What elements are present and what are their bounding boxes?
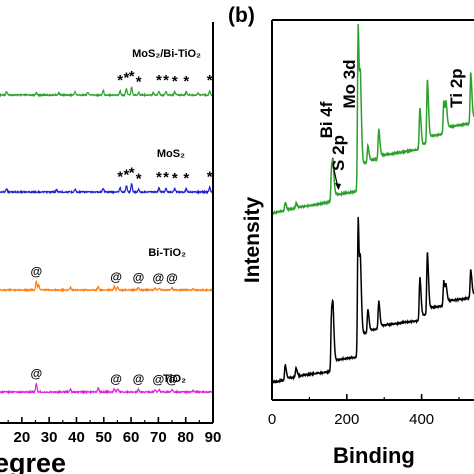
xrd-series-labels: MoS₂/Bi-TiO₂ MoS₂ Bi-TiO₂ TiO₂ bbox=[132, 48, 201, 385]
xrd-x-tick-label-80: 80 bbox=[177, 429, 194, 446]
xrd-marker-bi-tio-0: @ bbox=[30, 265, 42, 279]
xps-line-top bbox=[271, 23, 474, 216]
xrd-marker-mos-bi-tio-6: * bbox=[172, 73, 178, 90]
xrd-marker-mos-3: * bbox=[136, 170, 142, 187]
xps-x-tick-label-200: 200 bbox=[334, 411, 359, 428]
xrd-axes bbox=[0, 22, 214, 424]
xrd-series-label-tio: TiO₂ bbox=[163, 373, 186, 385]
xrd-marker-mos-1: * bbox=[124, 167, 130, 184]
xps-annotation-mo-3d: Mo 3d bbox=[340, 59, 359, 108]
xrd-marker-bi-tio-3: @ bbox=[153, 271, 165, 285]
xrd-marker-mos-2: * bbox=[129, 165, 135, 182]
xrd-marker-tio-3: @ bbox=[153, 373, 165, 387]
xrd-x-tick-label-70: 70 bbox=[150, 429, 167, 446]
xps-line-bottom bbox=[271, 216, 474, 386]
xrd-x-tick-label-40: 40 bbox=[68, 429, 85, 446]
xrd-line-bi-tio bbox=[0, 279, 214, 293]
xrd-marker-mos-4: * bbox=[156, 169, 162, 186]
xrd-series-label-mos-bi-tio: MoS₂/Bi-TiO₂ bbox=[132, 48, 201, 60]
xps-y-axis-label: Intensity bbox=[241, 197, 264, 284]
xrd-marker-tio-1: @ bbox=[110, 372, 122, 386]
xrd-marker-mos-bi-tio-2: * bbox=[129, 68, 135, 85]
xrd-line-mos-bi-tio bbox=[0, 85, 213, 98]
xrd-x-tick-label-30: 30 bbox=[41, 429, 58, 446]
xps-axes bbox=[271, 19, 474, 401]
xrd-marker-mos-0: * bbox=[117, 168, 123, 185]
xrd-marker-tio-4: @ bbox=[166, 373, 178, 387]
xrd-marker-bi-tio-1: @ bbox=[110, 270, 122, 284]
xrd-marker-bi-tio-2: @ bbox=[133, 270, 145, 284]
panel-b-tag: (b) bbox=[228, 4, 255, 27]
xrd-marker-tio-2: @ bbox=[133, 372, 145, 386]
xps-x-tick-label-400: 400 bbox=[409, 411, 434, 428]
xrd-marker-mos-bi-tio-0: * bbox=[117, 72, 123, 89]
xrd-x-tick-label-20: 20 bbox=[14, 429, 31, 446]
xrd-x-axis-label: egree bbox=[0, 448, 66, 474]
xrd-marker-mos-6: * bbox=[172, 170, 178, 187]
xrd-marker-mos-7: * bbox=[183, 170, 189, 187]
xrd-x-tick-label-60: 60 bbox=[123, 429, 140, 446]
xrd-marker-mos-8: * bbox=[207, 168, 213, 185]
xrd-marker-mos-bi-tio-5: * bbox=[163, 72, 169, 89]
xrd-series-label-mos: MoS₂ bbox=[157, 148, 185, 160]
xrd-line-mos bbox=[0, 183, 214, 195]
xrd-series-label-bi-tio: Bi-TiO₂ bbox=[148, 247, 186, 259]
xps-annotation-bi-4f: Bi 4f bbox=[317, 101, 336, 138]
xrd-marker-mos-bi-tio-7: * bbox=[183, 73, 189, 90]
xps-annotation-ti-2p: Ti 2p bbox=[447, 68, 466, 107]
xps-x-axis-label: Binding bbox=[333, 443, 415, 468]
panel-b-xps: (b) Intensity Bi 4fS 2p Mo 3d Ti 2p 0 200 40… bbox=[228, 4, 474, 468]
xps-peak-annotations: Bi 4fS 2p Mo 3d Ti 2p bbox=[317, 59, 466, 190]
xps-x-tick-labels: 0 200 400 bbox=[268, 411, 434, 428]
xrd-traces bbox=[0, 85, 214, 395]
xps-x-tick-label-0: 0 bbox=[268, 411, 276, 428]
xrd-x-tick-label-50: 50 bbox=[95, 429, 112, 446]
xrd-peak-markers: * * * * * * * * ** * * * * * * * *@ @ @ @ @@ @ @ @ @ bbox=[30, 68, 212, 387]
xrd-marker-bi-tio-4: @ bbox=[166, 271, 178, 285]
xrd-marker-mos-bi-tio-8: * bbox=[207, 72, 213, 89]
xps-annotation-arrow-head bbox=[335, 183, 341, 190]
xrd-x-tick-labels: 20 30 40 50 60 70 80 90 bbox=[14, 429, 222, 446]
xrd-line-tio bbox=[0, 383, 214, 395]
panel-a-xrd: * * * * * * * * ** * * * * * * * *@ @ @ @ @@ @ @ @ @ MoS₂/Bi-TiO… bbox=[0, 22, 221, 474]
xrd-marker-mos-bi-tio-1: * bbox=[124, 70, 130, 87]
xps-annotation-s-2p: S 2p bbox=[329, 135, 348, 171]
xrd-marker-mos-bi-tio-4: * bbox=[156, 72, 162, 89]
xrd-marker-tio-0: @ bbox=[30, 367, 42, 381]
xrd-x-tick-label-90: 90 bbox=[205, 429, 222, 446]
xps-traces bbox=[271, 23, 474, 386]
xrd-marker-mos-bi-tio-3: * bbox=[136, 74, 142, 91]
xrd-marker-mos-5: * bbox=[163, 169, 169, 186]
